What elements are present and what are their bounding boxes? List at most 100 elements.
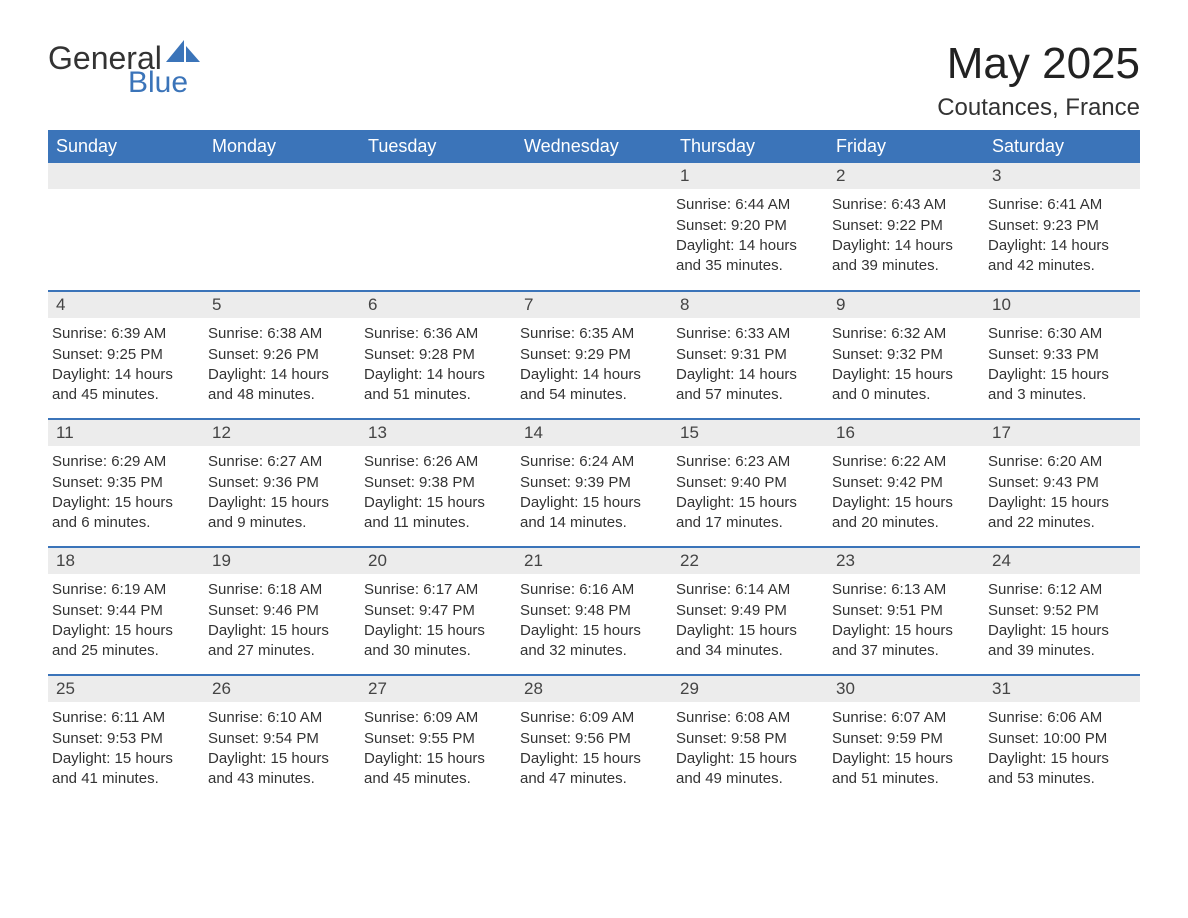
sunset-line: Sunset: 9:51 PM	[832, 601, 976, 621]
day-number-bar: 14	[516, 420, 672, 446]
day-number-bar-empty	[360, 163, 516, 189]
sunrise-line: Sunrise: 6:14 AM	[676, 580, 820, 600]
day-details: Sunrise: 6:07 AMSunset: 9:59 PMDaylight:…	[828, 702, 984, 795]
calendar-cell: 14Sunrise: 6:24 AMSunset: 9:39 PMDayligh…	[516, 419, 672, 547]
sunset-line: Sunset: 10:00 PM	[988, 729, 1132, 749]
day-number-bar: 13	[360, 420, 516, 446]
sail-icon	[166, 40, 200, 68]
sunset-line: Sunset: 9:35 PM	[52, 473, 196, 493]
calendar-cell: 3Sunrise: 6:41 AMSunset: 9:23 PMDaylight…	[984, 163, 1140, 291]
day-details: Sunrise: 6:27 AMSunset: 9:36 PMDaylight:…	[204, 446, 360, 539]
day-details: Sunrise: 6:20 AMSunset: 9:43 PMDaylight:…	[984, 446, 1140, 539]
day-number-bar: 24	[984, 548, 1140, 574]
sunrise-line: Sunrise: 6:09 AM	[520, 708, 664, 728]
daylight-line: Daylight: 14 hours and 54 minutes.	[520, 365, 664, 406]
daylight-line: Daylight: 14 hours and 57 minutes.	[676, 365, 820, 406]
sunset-line: Sunset: 9:22 PM	[832, 216, 976, 236]
calendar-cell: 25Sunrise: 6:11 AMSunset: 9:53 PMDayligh…	[48, 675, 204, 803]
daylight-line: Daylight: 15 hours and 22 minutes.	[988, 493, 1132, 534]
daylight-line: Daylight: 14 hours and 48 minutes.	[208, 365, 352, 406]
calendar-cell	[360, 163, 516, 291]
calendar-cell: 21Sunrise: 6:16 AMSunset: 9:48 PMDayligh…	[516, 547, 672, 675]
sunset-line: Sunset: 9:32 PM	[832, 345, 976, 365]
sunrise-line: Sunrise: 6:38 AM	[208, 324, 352, 344]
day-details: Sunrise: 6:13 AMSunset: 9:51 PMDaylight:…	[828, 574, 984, 667]
calendar-cell: 28Sunrise: 6:09 AMSunset: 9:56 PMDayligh…	[516, 675, 672, 803]
daylight-line: Daylight: 14 hours and 51 minutes.	[364, 365, 508, 406]
day-number-bar: 23	[828, 548, 984, 574]
daylight-line: Daylight: 15 hours and 43 minutes.	[208, 749, 352, 790]
day-details: Sunrise: 6:36 AMSunset: 9:28 PMDaylight:…	[360, 318, 516, 411]
sunrise-line: Sunrise: 6:35 AM	[520, 324, 664, 344]
daylight-line: Daylight: 15 hours and 47 minutes.	[520, 749, 664, 790]
sunset-line: Sunset: 9:36 PM	[208, 473, 352, 493]
sunset-line: Sunset: 9:55 PM	[364, 729, 508, 749]
day-number-bar: 12	[204, 420, 360, 446]
calendar-cell	[48, 163, 204, 291]
day-details: Sunrise: 6:10 AMSunset: 9:54 PMDaylight:…	[204, 702, 360, 795]
calendar-page: General Blue May 2025 Coutances, France …	[0, 0, 1188, 833]
sunset-line: Sunset: 9:29 PM	[520, 345, 664, 365]
daylight-line: Daylight: 15 hours and 34 minutes.	[676, 621, 820, 662]
day-number-bar: 28	[516, 676, 672, 702]
calendar-cell: 8Sunrise: 6:33 AMSunset: 9:31 PMDaylight…	[672, 291, 828, 419]
calendar-cell: 16Sunrise: 6:22 AMSunset: 9:42 PMDayligh…	[828, 419, 984, 547]
sunrise-line: Sunrise: 6:07 AM	[832, 708, 976, 728]
daylight-line: Daylight: 15 hours and 51 minutes.	[832, 749, 976, 790]
daylight-line: Daylight: 15 hours and 0 minutes.	[832, 365, 976, 406]
sunrise-line: Sunrise: 6:43 AM	[832, 195, 976, 215]
calendar-cell: 20Sunrise: 6:17 AMSunset: 9:47 PMDayligh…	[360, 547, 516, 675]
day-details: Sunrise: 6:14 AMSunset: 9:49 PMDaylight:…	[672, 574, 828, 667]
day-number-bar: 31	[984, 676, 1140, 702]
calendar-row: 4Sunrise: 6:39 AMSunset: 9:25 PMDaylight…	[48, 291, 1140, 419]
day-details: Sunrise: 6:18 AMSunset: 9:46 PMDaylight:…	[204, 574, 360, 667]
sunrise-line: Sunrise: 6:32 AM	[832, 324, 976, 344]
sunset-line: Sunset: 9:52 PM	[988, 601, 1132, 621]
day-number-bar: 26	[204, 676, 360, 702]
calendar-cell: 11Sunrise: 6:29 AMSunset: 9:35 PMDayligh…	[48, 419, 204, 547]
day-number-bar: 1	[672, 163, 828, 189]
daylight-line: Daylight: 15 hours and 53 minutes.	[988, 749, 1132, 790]
calendar-cell: 4Sunrise: 6:39 AMSunset: 9:25 PMDaylight…	[48, 291, 204, 419]
weekday-header: Sunday	[48, 130, 204, 163]
calendar-cell: 13Sunrise: 6:26 AMSunset: 9:38 PMDayligh…	[360, 419, 516, 547]
sunrise-line: Sunrise: 6:13 AM	[832, 580, 976, 600]
day-number-bar-empty	[48, 163, 204, 189]
calendar-body: 1Sunrise: 6:44 AMSunset: 9:20 PMDaylight…	[48, 163, 1140, 803]
day-details: Sunrise: 6:35 AMSunset: 9:29 PMDaylight:…	[516, 318, 672, 411]
day-number-bar: 7	[516, 292, 672, 318]
sunrise-line: Sunrise: 6:44 AM	[676, 195, 820, 215]
daylight-line: Daylight: 15 hours and 3 minutes.	[988, 365, 1132, 406]
weekday-header: Friday	[828, 130, 984, 163]
sunrise-line: Sunrise: 6:06 AM	[988, 708, 1132, 728]
day-details: Sunrise: 6:11 AMSunset: 9:53 PMDaylight:…	[48, 702, 204, 795]
calendar-cell: 12Sunrise: 6:27 AMSunset: 9:36 PMDayligh…	[204, 419, 360, 547]
day-number-bar: 5	[204, 292, 360, 318]
daylight-line: Daylight: 15 hours and 49 minutes.	[676, 749, 820, 790]
day-details: Sunrise: 6:23 AMSunset: 9:40 PMDaylight:…	[672, 446, 828, 539]
sunrise-line: Sunrise: 6:10 AM	[208, 708, 352, 728]
sunrise-line: Sunrise: 6:19 AM	[52, 580, 196, 600]
sunset-line: Sunset: 9:26 PM	[208, 345, 352, 365]
day-details: Sunrise: 6:33 AMSunset: 9:31 PMDaylight:…	[672, 318, 828, 411]
sunset-line: Sunset: 9:28 PM	[364, 345, 508, 365]
sunset-line: Sunset: 9:42 PM	[832, 473, 976, 493]
sunset-line: Sunset: 9:44 PM	[52, 601, 196, 621]
day-details: Sunrise: 6:38 AMSunset: 9:26 PMDaylight:…	[204, 318, 360, 411]
day-details: Sunrise: 6:19 AMSunset: 9:44 PMDaylight:…	[48, 574, 204, 667]
sunrise-line: Sunrise: 6:16 AM	[520, 580, 664, 600]
sunset-line: Sunset: 9:46 PM	[208, 601, 352, 621]
weekday-header: Thursday	[672, 130, 828, 163]
calendar-row: 1Sunrise: 6:44 AMSunset: 9:20 PMDaylight…	[48, 163, 1140, 291]
day-number-bar: 20	[360, 548, 516, 574]
calendar-cell: 19Sunrise: 6:18 AMSunset: 9:46 PMDayligh…	[204, 547, 360, 675]
calendar-cell: 31 Sunrise: 6:06 AMSunset: 10:00 PMDaylig…	[984, 675, 1140, 803]
day-details: Sunrise: 6:26 AMSunset: 9:38 PMDaylight:…	[360, 446, 516, 539]
daylight-line: Daylight: 15 hours and 25 minutes.	[52, 621, 196, 662]
daylight-line: Daylight: 14 hours and 39 minutes.	[832, 236, 976, 277]
sunrise-line: Sunrise: 6:33 AM	[676, 324, 820, 344]
day-details: Sunrise: 6:12 AMSunset: 9:52 PMDaylight:…	[984, 574, 1140, 667]
day-details: Sunrise: 6:08 AMSunset: 9:58 PMDaylight:…	[672, 702, 828, 795]
day-number-bar: 25	[48, 676, 204, 702]
sunset-line: Sunset: 9:54 PM	[208, 729, 352, 749]
